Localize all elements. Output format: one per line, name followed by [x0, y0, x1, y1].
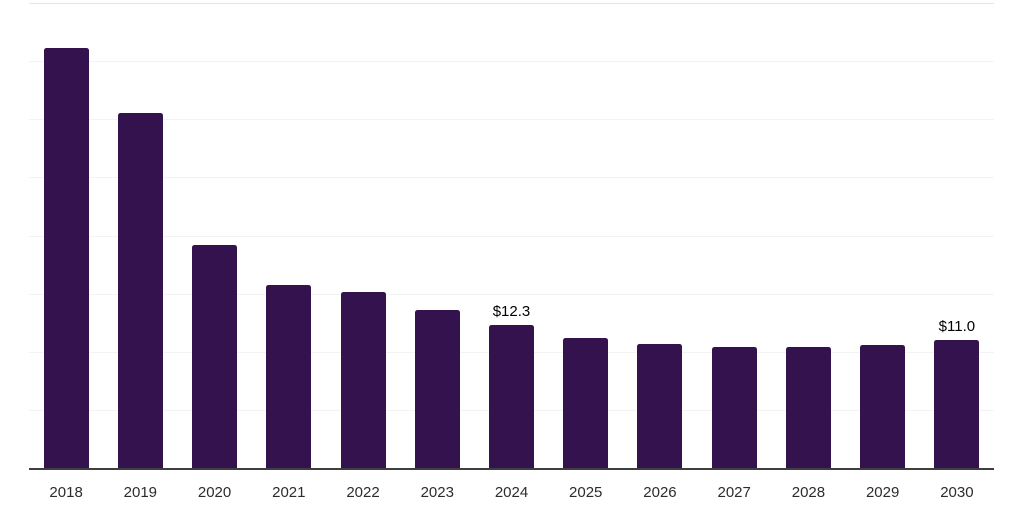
bar-2020: [192, 244, 238, 468]
tick-label-2022: 2022: [346, 484, 380, 501]
plot-top-border: [29, 3, 994, 4]
gridline-35: [29, 61, 994, 63]
gridline-20: [29, 235, 994, 237]
tick-label-2018: 2018: [49, 484, 83, 501]
tick-label-2021: 2021: [272, 484, 306, 501]
tick-label-2029: 2029: [865, 484, 900, 501]
tick-label-2023: 2023: [420, 484, 454, 501]
tick-label-2024: 2024: [494, 484, 529, 501]
value-label-2030: $11.0: [938, 318, 976, 336]
bar-2022: [340, 292, 386, 468]
tick-label-2019: 2019: [123, 484, 158, 501]
bar-2026: [637, 343, 683, 468]
bar-2025: [563, 337, 609, 468]
bar-2024: [489, 325, 534, 468]
tick-label-2028: 2028: [791, 484, 826, 501]
tick-label-2020: 2020: [197, 484, 232, 501]
bar-2018: [43, 48, 89, 468]
gridline-15: [29, 293, 994, 295]
bar-2023: [414, 309, 460, 468]
gridline-30: [29, 119, 994, 121]
value-label-2024: $12.3: [492, 303, 531, 320]
tick-label-2025: 2025: [569, 484, 603, 501]
bar-2028: [785, 347, 831, 468]
bar-2019: [117, 113, 163, 468]
gridline-25: [29, 177, 994, 179]
bar-2027: [711, 347, 757, 468]
bar-2021: [266, 285, 312, 468]
tick-label-2027: 2027: [717, 484, 751, 501]
bar-2029: [860, 344, 906, 468]
tick-label-2026: 2026: [643, 484, 677, 501]
tick-label-2030: 2030: [940, 484, 974, 501]
x-axis-line: [29, 468, 994, 470]
bar-2030: [934, 340, 980, 468]
